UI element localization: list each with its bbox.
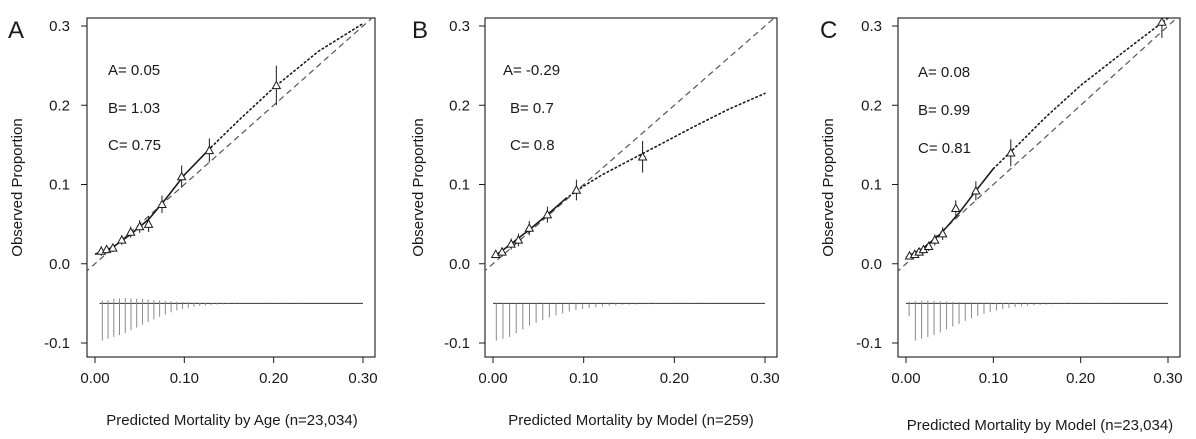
observation-point (271, 80, 282, 90)
y-axis-title: Observed Proportion (410, 118, 427, 256)
panel-c: C Observed Proportion Predicted Mortality … (820, 17, 1183, 434)
y-tick-label: -0.1 (44, 335, 70, 352)
plot-frame (897, 17, 1181, 358)
smooth-curve-dotted (210, 22, 364, 149)
stat-label: C= 0.81 (918, 140, 971, 157)
x-tick-label: 0.10 (979, 370, 1008, 387)
observation-point (506, 238, 516, 248)
x-tick-label: 0.00 (891, 370, 920, 387)
y-tick-label: 0.0 (861, 256, 882, 273)
stat-label: B= 0.7 (510, 100, 554, 117)
y-tick-label: -0.1 (444, 335, 470, 352)
panel-letter: B (412, 17, 428, 44)
plot-frame (86, 17, 376, 358)
x-tick-label: 0.30 (348, 370, 377, 387)
observation-point (176, 171, 187, 181)
y-tick-label: 0.3 (449, 18, 470, 35)
x-tick-label: 0.00 (80, 370, 109, 387)
y-tick-label: 0.3 (861, 18, 882, 35)
identity-line (485, 18, 776, 272)
x-tick-label: 0.10 (569, 370, 598, 387)
x-tick-label: 0.30 (1153, 370, 1182, 387)
y-tick-label: 0.2 (449, 97, 470, 114)
observation-point (157, 199, 167, 209)
observation-point (929, 234, 940, 244)
x-tick-label: 0.20 (660, 370, 689, 387)
observation-point (1157, 18, 1167, 26)
x-axis-title: Predicted Mortality by Model (n=23,034) (907, 417, 1173, 434)
y-tick-label: 0.0 (49, 256, 70, 273)
stat-label: A= -0.29 (503, 62, 560, 79)
plot-area (485, 18, 776, 341)
stat-label: A= 0.05 (108, 62, 160, 79)
stat-label: C= 0.8 (510, 137, 555, 154)
plot-area (87, 18, 373, 341)
observation-point (937, 228, 948, 238)
y-axis-title: Observed Proportion (9, 118, 26, 256)
y-axis-title: Observed Proportion (820, 118, 837, 256)
y-tick-label: -0.1 (856, 335, 882, 352)
identity-line (898, 18, 1178, 272)
observation-point (542, 209, 553, 219)
y-tick-label: 0.1 (449, 177, 470, 194)
panel-a: A Observed Proportion Predicted Mortality … (8, 17, 378, 429)
observation-point (134, 221, 145, 231)
plot-frame (484, 17, 778, 358)
observation-point (923, 241, 934, 251)
y-tick-label: 0.0 (449, 256, 470, 273)
observation-point (524, 223, 535, 232)
y-tick-label: 0.2 (861, 97, 882, 114)
stat-label: B= 1.03 (108, 100, 160, 117)
x-axis-title: Predicted Mortality by Age (n=23,034) (106, 412, 357, 429)
smooth-curve-dotted (992, 18, 1169, 170)
x-tick-label: 0.30 (750, 370, 779, 387)
y-tick-label: 0.1 (49, 177, 70, 194)
observation-point (490, 249, 501, 258)
x-axis-title: Predicted Mortality by Model (n=259) (508, 412, 754, 429)
observation-point (125, 227, 136, 236)
y-tick-label: 0.2 (49, 97, 70, 114)
observation-point (637, 151, 648, 161)
observation-point (513, 234, 524, 244)
observation-point (204, 145, 215, 155)
smooth-curve-solid (94, 146, 212, 255)
panel-letter: A (8, 17, 24, 44)
panel-letter: C (820, 17, 837, 44)
smooth-curve-dotted (564, 92, 766, 200)
stat-label: C= 0.75 (108, 137, 161, 154)
observation-point (497, 246, 507, 256)
y-tick-label: 0.3 (49, 18, 70, 35)
x-tick-label: 0.20 (259, 370, 288, 387)
plot-area (898, 18, 1178, 341)
stat-label: A= 0.08 (918, 64, 970, 81)
x-tick-label: 0.20 (1066, 370, 1095, 387)
observation-point (971, 185, 981, 195)
observation-point (143, 219, 154, 228)
observation-point (571, 185, 582, 194)
observation-point (108, 242, 118, 252)
x-tick-label: 0.00 (478, 370, 507, 387)
observation-point (116, 234, 127, 244)
panel-b: B Observed Proportion Predicted Mortality … (410, 17, 780, 429)
x-tick-label: 0.10 (170, 370, 199, 387)
stat-label: B= 0.99 (918, 102, 970, 119)
observation-point (1005, 147, 1016, 157)
y-tick-label: 0.1 (861, 177, 882, 194)
smooth-curve-solid (905, 168, 994, 259)
observation-point (950, 203, 961, 212)
